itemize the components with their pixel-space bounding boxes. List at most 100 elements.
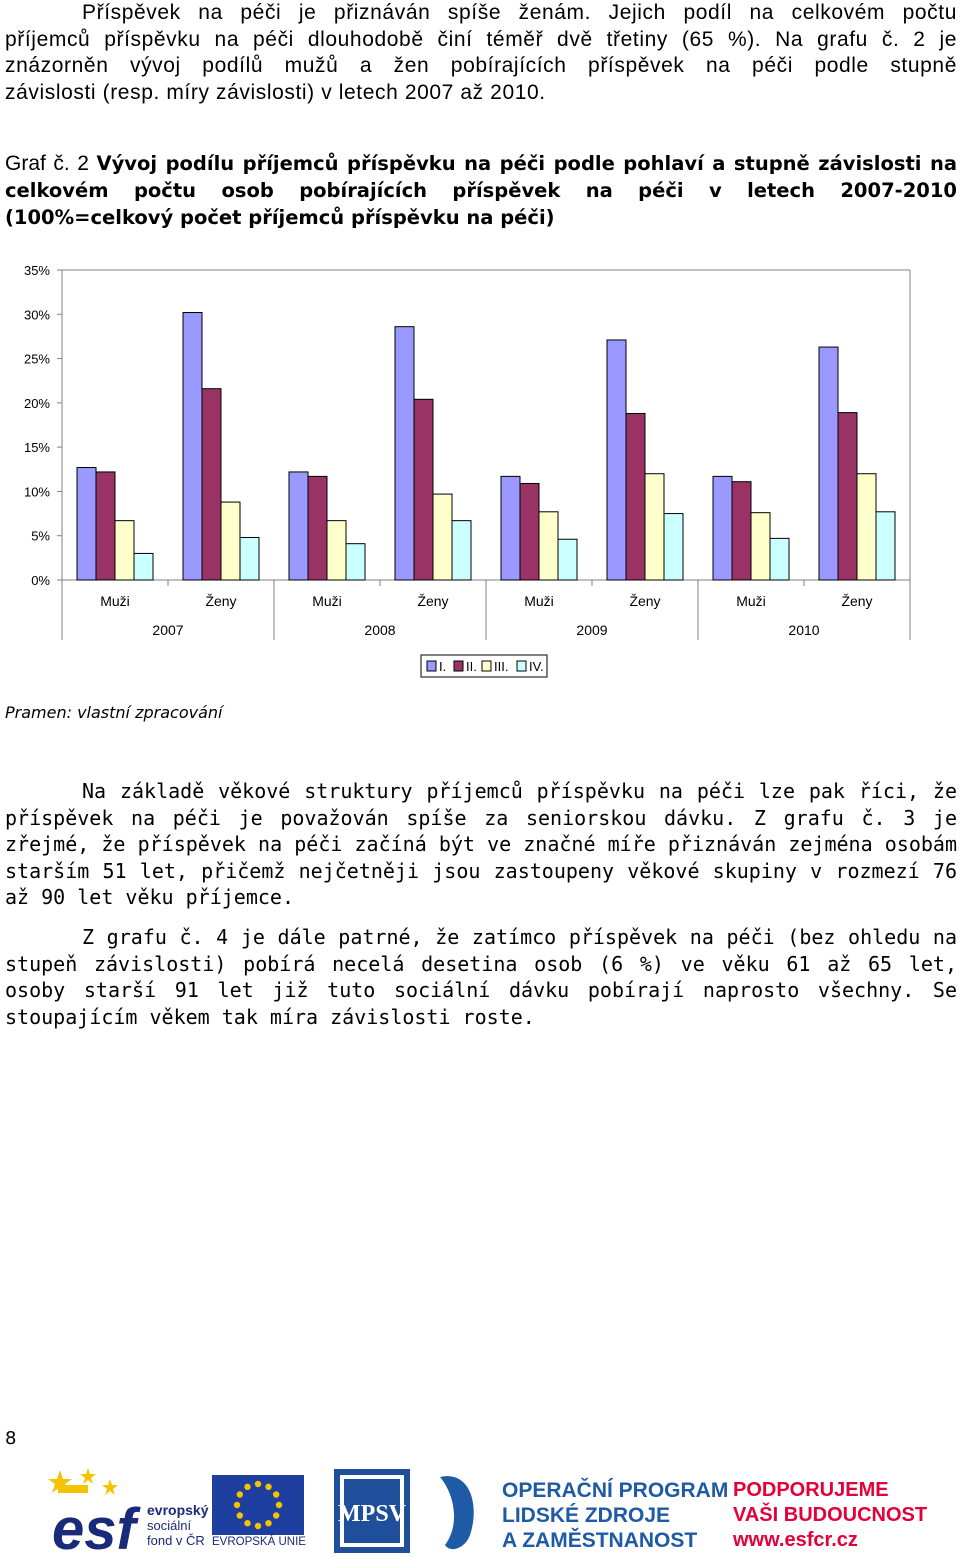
eu-star-icon	[255, 1523, 261, 1529]
eu-star-icon	[276, 1502, 282, 1508]
y-tick-label: 5%	[31, 529, 50, 544]
bar-IV-1	[240, 537, 259, 580]
bar-I-4	[501, 476, 520, 580]
pod-line-3: www.esfcr.cz	[733, 1528, 927, 1553]
intro-line: závislosti (resp. míry závislosti) v let…	[5, 80, 957, 107]
body-text-2: Z grafu č. 4 je dále patrné, že zatímco …	[5, 925, 957, 1029]
legend-swatch	[454, 661, 463, 671]
eu-label: EVROPSKÁ UNIE	[212, 1536, 306, 1548]
body-paragraph-1: Na základě věkové struktury příjemců pří…	[5, 778, 957, 911]
bar-II-4	[520, 483, 539, 580]
y-tick-label: 35%	[24, 263, 50, 278]
bar-IV-6	[770, 538, 789, 580]
legend-label: I.	[439, 659, 446, 674]
y-tick-label: 20%	[24, 396, 50, 411]
eu-star-icon	[244, 1520, 250, 1526]
eu-star-icon	[244, 1484, 250, 1490]
bar-III-2	[327, 521, 346, 580]
esf-line-1: evropský	[147, 1502, 208, 1518]
eu-star-icon	[237, 1491, 243, 1497]
chart-legend: I. II. III. IV.	[421, 655, 547, 677]
intro-paragraph: Příspěvek na péči je přiznáván spíše žen…	[5, 0, 957, 106]
chart-bars	[77, 313, 895, 580]
bar-II-1	[202, 389, 221, 580]
caption-prefix: Graf č. 2	[5, 152, 89, 175]
bar-III-6	[751, 513, 770, 580]
eu-star-icon	[265, 1484, 271, 1490]
y-tick-label: 0%	[31, 573, 50, 588]
bar-III-5	[645, 474, 664, 580]
intro-line: znázorněn vývoj podílů mužů a žen pobíra…	[5, 53, 957, 80]
category-label: Ženy	[629, 593, 660, 609]
source-note: Pramen: vlastní zpracování	[5, 703, 222, 722]
body-text-1: Na základě věkové struktury příjemců pří…	[5, 779, 957, 909]
eu-star-icon	[237, 1512, 243, 1518]
intro-line: příjemců příspěvku na péči dlouhodobě či…	[5, 27, 957, 54]
legend-label: III.	[494, 659, 508, 674]
intro-line: Příspěvek na péči je přiznáván spíše žen…	[5, 0, 957, 27]
page-number: 8	[5, 1428, 16, 1449]
bar-I-6	[713, 476, 732, 580]
bar-III-7	[857, 474, 876, 580]
legend-label: II.	[466, 659, 477, 674]
eu-star-icon	[273, 1512, 279, 1518]
group-label: 2010	[788, 622, 819, 638]
bar-I-3	[395, 327, 414, 580]
category-label: Ženy	[417, 593, 448, 609]
category-label: Muži	[736, 593, 766, 609]
legend-swatch	[427, 661, 436, 671]
bar-IV-0	[134, 553, 153, 580]
legend-swatch	[517, 661, 526, 671]
bar-III-3	[433, 494, 452, 580]
esf-text: evropský sociální fond v ČR	[147, 1503, 208, 1548]
esf-line-3: fond v ČR	[147, 1533, 205, 1548]
mpsv-logo-letters: MPSV	[338, 1501, 407, 1527]
bar-II-0	[96, 472, 115, 580]
bar-III-4	[539, 512, 558, 580]
bar-IV-3	[452, 521, 471, 580]
y-tick-label: 15%	[24, 440, 50, 455]
legend-label: IV.	[529, 659, 544, 674]
bar-II-5	[626, 413, 645, 580]
esf-logo: esf	[48, 1468, 142, 1557]
bar-I-2	[289, 472, 308, 580]
bar-IV-4	[558, 539, 577, 580]
bar-IV-5	[664, 514, 683, 580]
pod-line-2: VAŠI BUDOUCNOST	[733, 1503, 927, 1528]
category-label: Ženy	[205, 593, 236, 609]
pod-line-1: PODPORUJEME	[733, 1478, 927, 1503]
bar-IV-7	[876, 512, 895, 580]
legend-swatch	[482, 661, 491, 671]
bar-IV-2	[346, 544, 365, 580]
op-line-2: LIDSKÉ ZDROJE	[502, 1503, 728, 1528]
eu-star-icon	[255, 1481, 261, 1487]
group-label: 2008	[364, 622, 395, 638]
esf-logo-letters: esf	[52, 1497, 142, 1557]
category-label: Ženy	[841, 593, 872, 609]
bar-I-1	[183, 313, 202, 580]
bar-III-0	[115, 521, 134, 580]
group-label: 2007	[152, 622, 183, 638]
bar-chart: 0% 5% 10% 15% 20% 25% 30% 35% Muži Ženy Muži Ženy Mu…	[0, 250, 960, 690]
eu-flag-logo	[212, 1475, 304, 1535]
op-wave-logo	[440, 1476, 474, 1549]
bar-II-2	[308, 476, 327, 580]
category-label: Muži	[312, 593, 342, 609]
bar-II-3	[414, 399, 433, 580]
bar-I-7	[819, 347, 838, 580]
bar-I-0	[77, 468, 96, 580]
pod-text: PODPORUJEME VAŠI BUDOUCNOST www.esfcr.cz	[733, 1478, 927, 1553]
caption-title: Vývoj podílu příjemců příspěvku na péči …	[5, 152, 957, 229]
bar-I-5	[607, 340, 626, 580]
chart-caption: Graf č. 2 Vývoj podílu příjemců příspěvk…	[5, 150, 957, 231]
eu-star-icon	[265, 1520, 271, 1526]
esf-line-2: sociální	[147, 1518, 191, 1533]
eu-star-icon	[273, 1491, 279, 1497]
y-tick-label: 10%	[24, 484, 50, 499]
category-label: Muži	[524, 593, 554, 609]
chart-labels: 0% 5% 10% 15% 20% 25% 30% 35% Muži Ženy Muži Ženy Mu…	[24, 263, 873, 638]
mpsv-logo: MPSV	[334, 1469, 410, 1553]
category-label: Muži	[100, 593, 130, 609]
eu-star-icon	[234, 1502, 240, 1508]
bar-II-7	[838, 413, 857, 580]
